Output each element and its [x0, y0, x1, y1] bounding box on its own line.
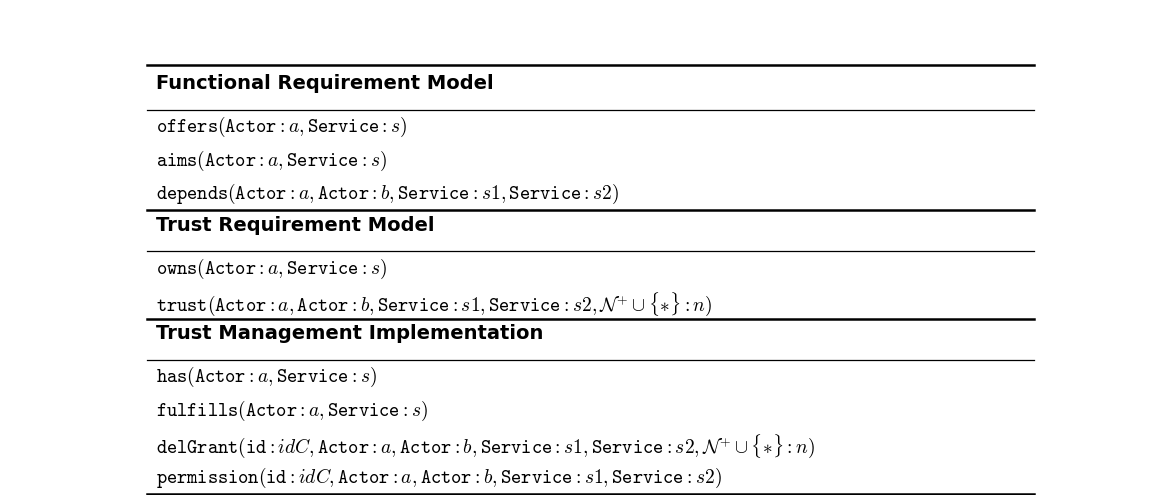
- Text: $\mathtt{trust}(\mathtt{Actor}:{a},\mathtt{Actor}:{b},\mathtt{Service}:{s1},\mat: $\mathtt{trust}(\mathtt{Actor}:{a},\math…: [156, 291, 712, 318]
- Text: $\mathtt{depends}(\mathtt{Actor}:{a},\mathtt{Actor}:{b},\mathtt{Service}:{s1},\m: $\mathtt{depends}(\mathtt{Actor}:{a},\ma…: [156, 182, 619, 206]
- Text: $\mathtt{permission}(\mathtt{id}:{idC},\mathtt{Actor}:{a},\mathtt{Actor}:{b},\ma: $\mathtt{permission}(\mathtt{id}:{idC},\…: [156, 466, 721, 490]
- Text: Trust Management Implementation: Trust Management Implementation: [156, 324, 543, 343]
- Text: $\mathtt{aims}(\mathtt{Actor}:{a},\mathtt{Service}:{s})$: $\mathtt{aims}(\mathtt{Actor}:{a},\matht…: [156, 148, 387, 173]
- Text: Trust Requirement Model: Trust Requirement Model: [156, 216, 434, 235]
- Text: $\mathtt{owns}(\mathtt{Actor}:{a},\mathtt{Service}:{s})$: $\mathtt{owns}(\mathtt{Actor}:{a},\matht…: [156, 257, 387, 281]
- Text: $\mathtt{delGrant}(\mathtt{id}:{idC},\mathtt{Actor}:{a},\mathtt{Actor}:{b},\math: $\mathtt{delGrant}(\mathtt{id}:{idC},\ma…: [156, 432, 814, 460]
- Text: $\mathtt{has}(\mathtt{Actor}:{a},\mathtt{Service}:{s})$: $\mathtt{has}(\mathtt{Actor}:{a},\mathtt…: [156, 365, 377, 389]
- Text: $\mathtt{fulfills}(\mathtt{Actor}:{a},\mathtt{Service}:{s})$: $\mathtt{fulfills}(\mathtt{Actor}:{a},\m…: [156, 398, 427, 423]
- Text: Functional Requirement Model: Functional Requirement Model: [156, 74, 493, 93]
- Text: $\mathtt{offers}(\mathtt{Actor}:{a},\mathtt{Service}:{s})$: $\mathtt{offers}(\mathtt{Actor}:{a},\mat…: [156, 115, 407, 139]
